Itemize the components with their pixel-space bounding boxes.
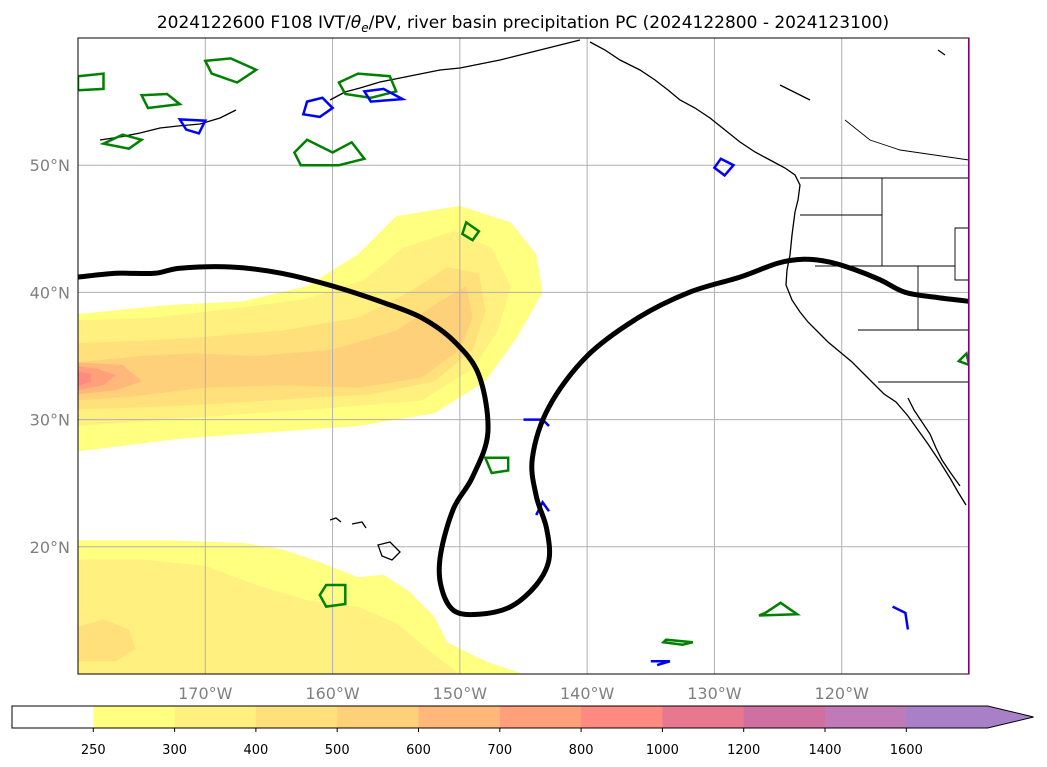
- x-tick-label: 170°W: [178, 684, 233, 703]
- colorbar-tick-label: 500: [325, 743, 350, 758]
- theta-e-contour-green: [99, 133, 145, 151]
- colorbar-extend-swatch: [906, 706, 1034, 728]
- colorbar-swatch: [499, 706, 582, 728]
- theta-e-contour-blue: [650, 660, 671, 667]
- theta-e-contour-blue: [712, 157, 736, 178]
- theta-e-contour-blue: [362, 87, 407, 103]
- island-hawaii-3: [377, 541, 401, 561]
- colorbar-tick-label: 800: [569, 743, 594, 758]
- colorbar-swatch: [743, 706, 826, 728]
- colorbar-tick-label: 1200: [727, 743, 760, 758]
- y-tick-label: 30°N: [30, 411, 70, 430]
- x-tick-label: 160°W: [305, 684, 360, 703]
- coast-alaska-gulf: [329, 39, 581, 101]
- coastline: [99, 39, 969, 561]
- ivt-contour-700-5: [78, 366, 117, 391]
- theta-e-contour-blue: [177, 118, 208, 135]
- x-axis-tick-labels: 170°W 160°W 150°W 140°W 130°W 120°W: [178, 684, 869, 703]
- colorbar-swatch: [255, 706, 338, 728]
- theta-e-contour-green: [758, 601, 802, 617]
- colorbar-swatch: [174, 706, 257, 728]
- colorbar-tick-label: 250: [81, 743, 106, 758]
- ivt-contour-800-6: [78, 371, 91, 387]
- us-borders: [800, 119, 969, 383]
- coast-us-west: [785, 211, 967, 506]
- theta-e-contour-green: [292, 138, 367, 167]
- colorbar-tick-label: 300: [162, 743, 187, 758]
- ivt-contour-400-9: [78, 619, 136, 662]
- ivt-filled-contours: [78, 205, 543, 674]
- chart-title: 2024122600 F108 IVT/θe/PV, river basin p…: [157, 13, 889, 35]
- colorbar-swatch: [662, 706, 745, 728]
- colorbar-swatch: [337, 706, 419, 728]
- y-tick-label: 40°N: [30, 283, 70, 302]
- pv-contour-line: [78, 256, 969, 618]
- island-hawaii-1: [329, 517, 342, 523]
- colorbar: 250 300 400 500 600 700 800 1000 1200 1400 1600: [11, 705, 1034, 758]
- colorbar-swatch: [581, 706, 663, 728]
- ivt-contour-500-3: [78, 286, 473, 401]
- colorbar-swatch: [93, 706, 176, 728]
- y-axis-tick-labels: 20°N 30°N 40°N 50°N: [30, 156, 70, 557]
- theta-e-contour-green: [318, 583, 347, 608]
- theta-e-contour-green: [460, 220, 481, 242]
- coast-bc: [589, 41, 801, 213]
- ivt-contour-300-8: [78, 559, 460, 674]
- theta-e-contour-green: [203, 57, 259, 84]
- x-tick-label: 150°W: [433, 684, 488, 703]
- coast-baja: [907, 397, 961, 487]
- coast-alaska-south: [99, 109, 237, 141]
- colorbar-tick-label: 1000: [646, 743, 679, 758]
- theta-e-contour-green: [139, 92, 183, 110]
- theta-e-contour-green: [78, 72, 105, 92]
- island-alaska-1: [779, 84, 811, 101]
- y-tick-label: 50°N: [30, 156, 70, 175]
- island-hawaii-2: [351, 521, 367, 529]
- colorbar-tick-label: 1400: [808, 743, 841, 758]
- theta-e-contour-green: [483, 456, 510, 475]
- theta-e-contour-blue: [301, 96, 335, 119]
- x-tick-label: 120°W: [815, 684, 870, 703]
- colorbar-swatch: [12, 706, 94, 728]
- island-alaska-2: [937, 49, 946, 56]
- colorbar-tick-label: 700: [487, 743, 512, 758]
- map-frame-right-accent: [968, 38, 969, 674]
- colorbar-swatch: [825, 706, 907, 728]
- colorbar-outline: [11, 705, 1034, 729]
- colorbar-tick-label: 400: [243, 743, 268, 758]
- theta-e-contours-green: [78, 57, 969, 646]
- colorbar-tick-label: 1600: [890, 743, 923, 758]
- y-tick-label: 20°N: [30, 538, 70, 557]
- colorbar-swatch: [418, 706, 501, 728]
- x-tick-label: 130°W: [687, 684, 742, 703]
- theta-e-contour-green: [660, 638, 694, 646]
- theta-e-contour-green: [337, 72, 398, 100]
- x-tick-label: 140°W: [560, 684, 615, 703]
- theta-e-contour-blue: [892, 605, 910, 630]
- theta-e-contour-green: [956, 351, 969, 367]
- colorbar-tick-label: 600: [406, 743, 431, 758]
- gridlines: [78, 38, 969, 674]
- map-layer: [78, 38, 969, 674]
